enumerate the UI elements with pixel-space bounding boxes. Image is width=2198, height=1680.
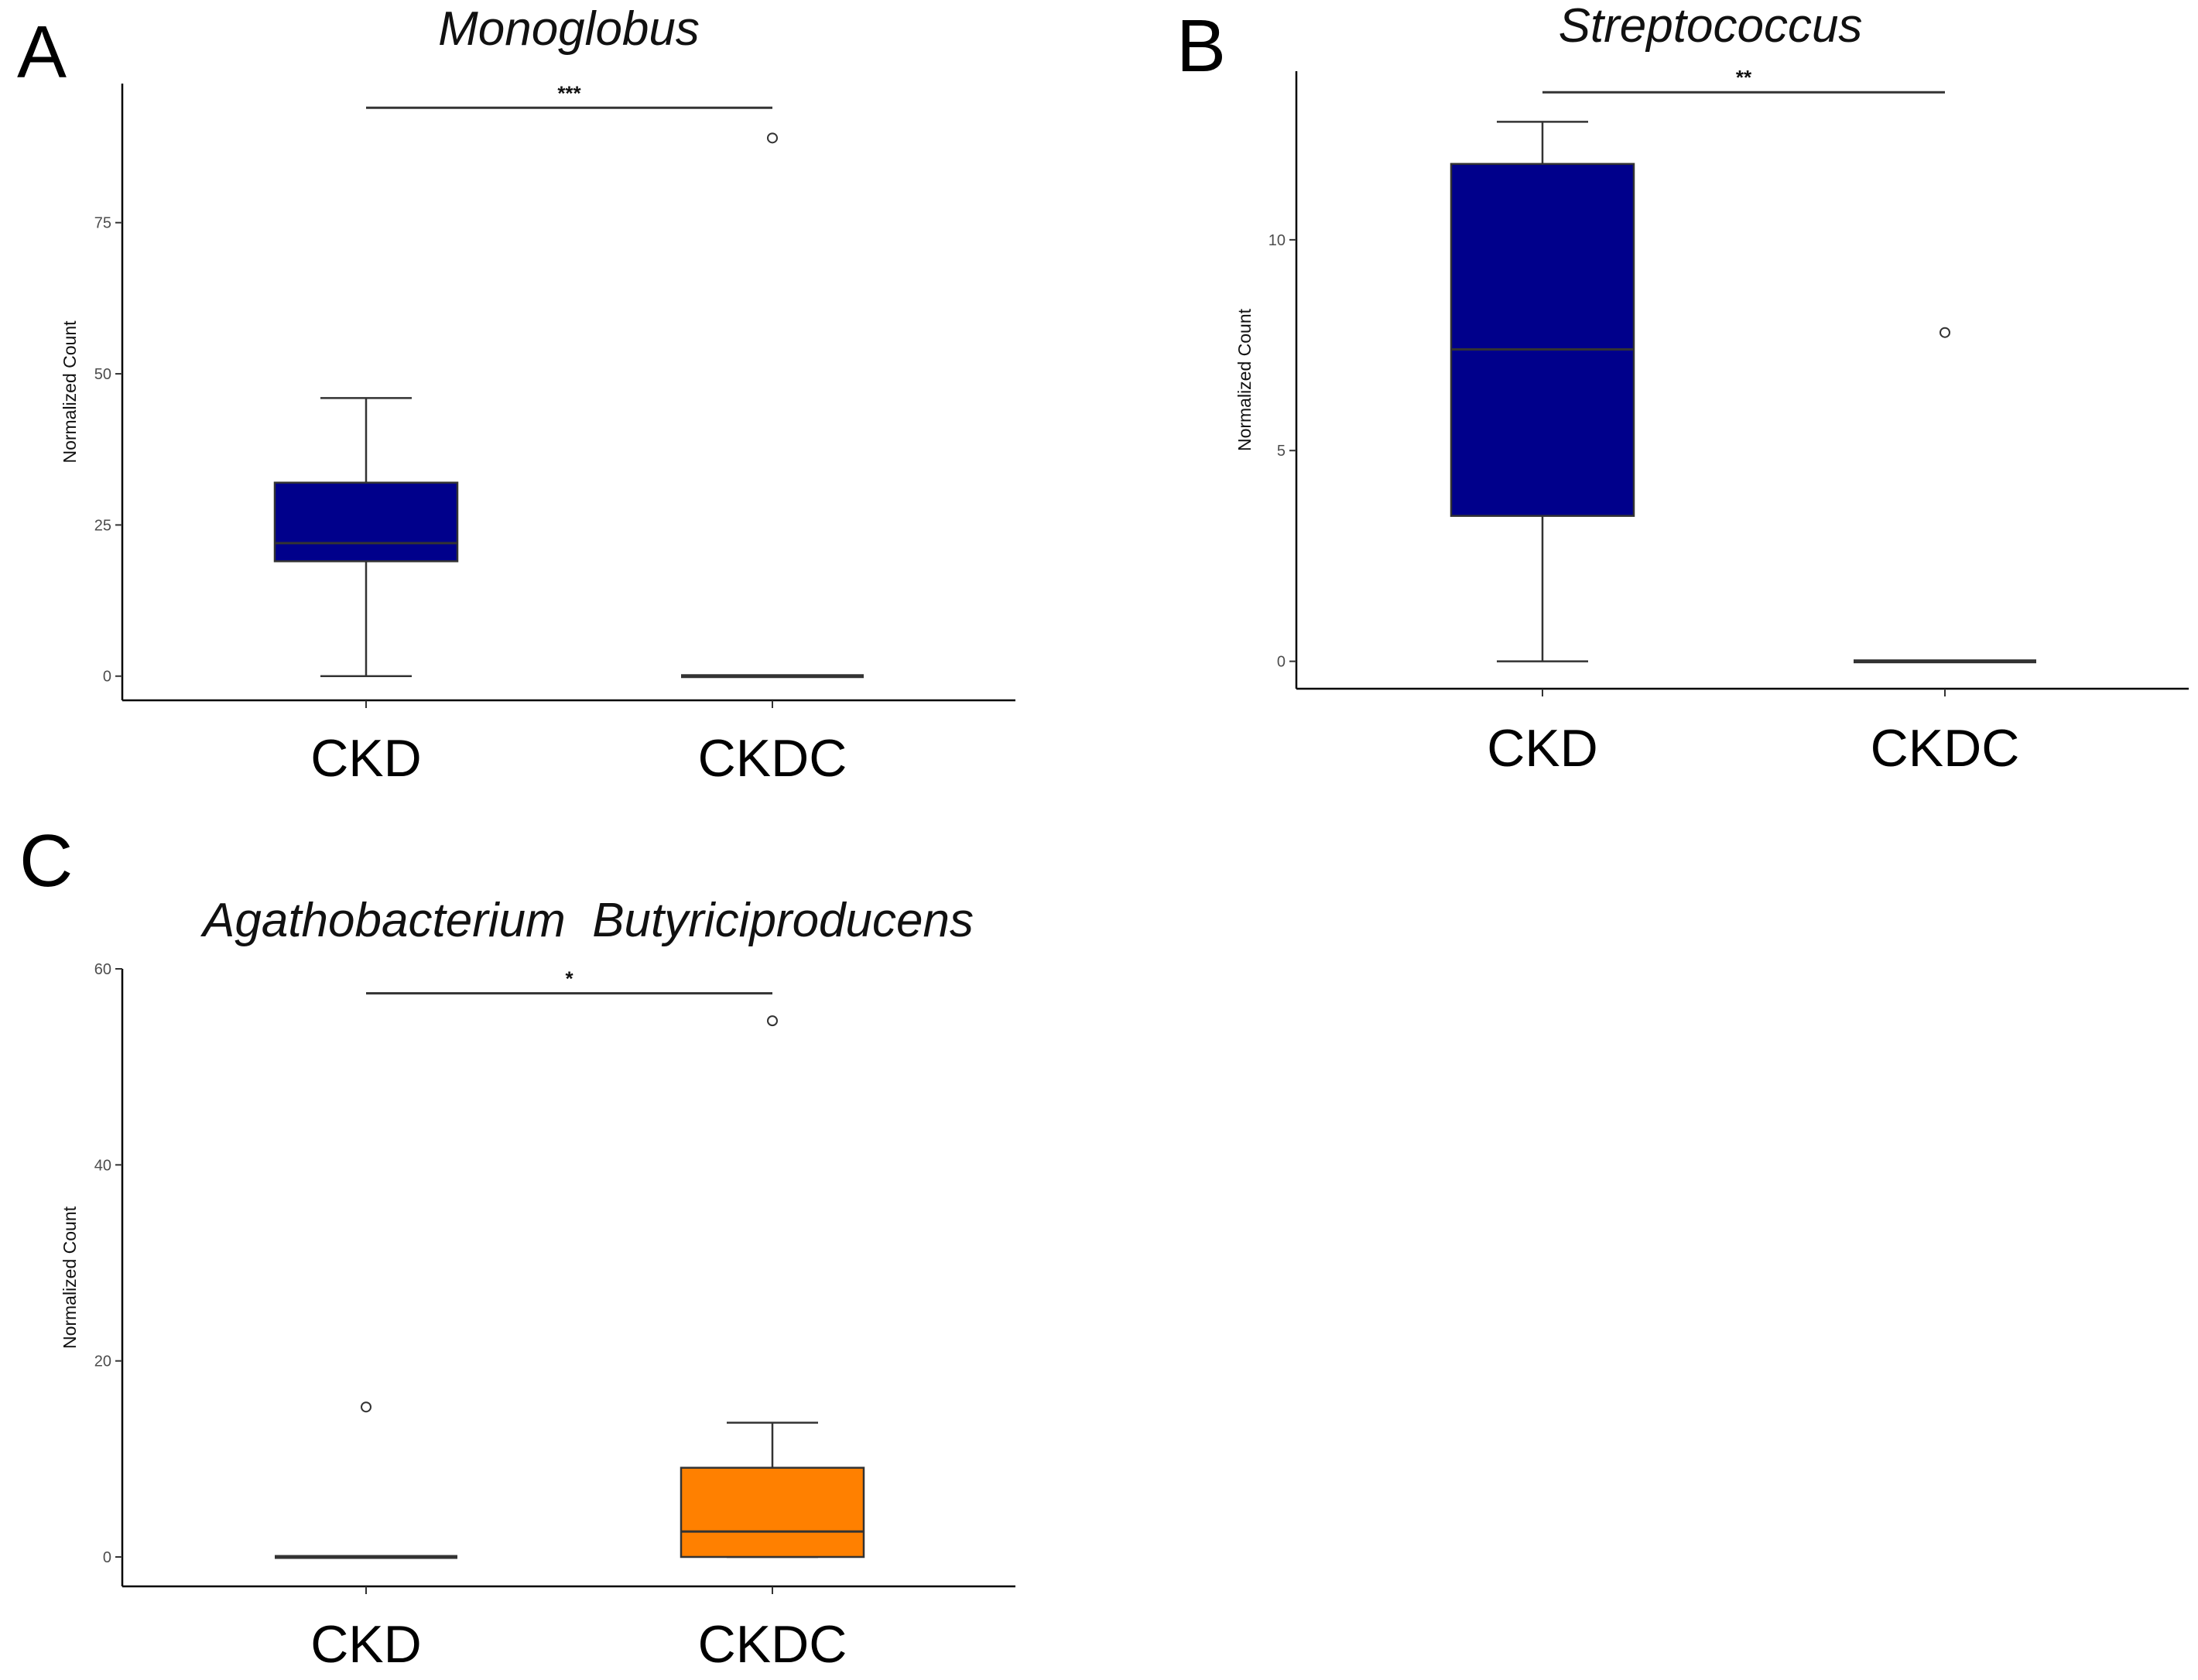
y-tick-label: 50 — [94, 366, 111, 383]
box-ckdc — [681, 132, 864, 679]
chart-title: Monoglobus — [438, 2, 700, 56]
box-iqr — [1450, 163, 1635, 517]
y-tick-label: 60 — [94, 961, 111, 978]
outlier-point — [767, 132, 778, 144]
significance-label: *** — [557, 81, 581, 104]
y-axis-label: Normalized Count — [60, 320, 80, 464]
panel-letter: A — [17, 11, 67, 94]
y-tick-label: 10 — [1268, 232, 1286, 249]
y-tick-label: 0 — [1277, 654, 1286, 671]
y-tick-label: 75 — [94, 215, 111, 232]
x-tick-label: CKDC — [1871, 719, 2020, 778]
box-ckd — [1450, 121, 1635, 662]
outlier-point — [1940, 327, 1950, 338]
box-ckd — [273, 397, 459, 677]
box-iqr — [680, 1466, 865, 1559]
panel-letter: C — [19, 819, 73, 902]
box-ckd — [275, 1401, 457, 1559]
y-tick-label: 0 — [103, 669, 111, 686]
panel-c: C Agathobacterium Butyriciproducens 0 20 40 6… — [19, 819, 1015, 1674]
x-tick-label: CKDC — [698, 1615, 847, 1674]
panel-a: A Monoglobus 0 25 50 75 Normalized Count CKD CKD… — [17, 2, 1015, 788]
x-tick-label: CKD — [310, 729, 422, 788]
y-axis-label: Normalized Count — [1234, 308, 1255, 451]
box-iqr — [273, 481, 459, 563]
panel-b: B Streptococcus 0 5 10 Normalized Count CKD CKD… — [1176, 0, 2189, 778]
chart-title: Streptococcus — [1559, 0, 1863, 53]
y-tick-label: 25 — [94, 517, 111, 534]
panel-letter: B — [1176, 5, 1226, 87]
x-tick-label: CKD — [310, 1615, 422, 1674]
x-tick-label: CKDC — [698, 729, 847, 788]
y-tick-label: 40 — [94, 1157, 111, 1174]
outlier-point — [361, 1401, 371, 1413]
y-axis-label: Normalized Count — [60, 1206, 80, 1349]
box-ckdc — [1854, 327, 2036, 664]
outlier-point — [767, 1015, 778, 1027]
x-tick-label: CKD — [1487, 719, 1598, 778]
chart-title: Agathobacterium Butyriciproducens — [200, 894, 974, 947]
y-tick-label: 0 — [103, 1549, 111, 1566]
y-tick-label: 5 — [1277, 443, 1286, 460]
significance-label: * — [565, 967, 573, 991]
box-ckdc — [680, 1015, 865, 1559]
y-tick-label: 20 — [94, 1353, 111, 1370]
significance-label: ** — [1736, 66, 1752, 89]
